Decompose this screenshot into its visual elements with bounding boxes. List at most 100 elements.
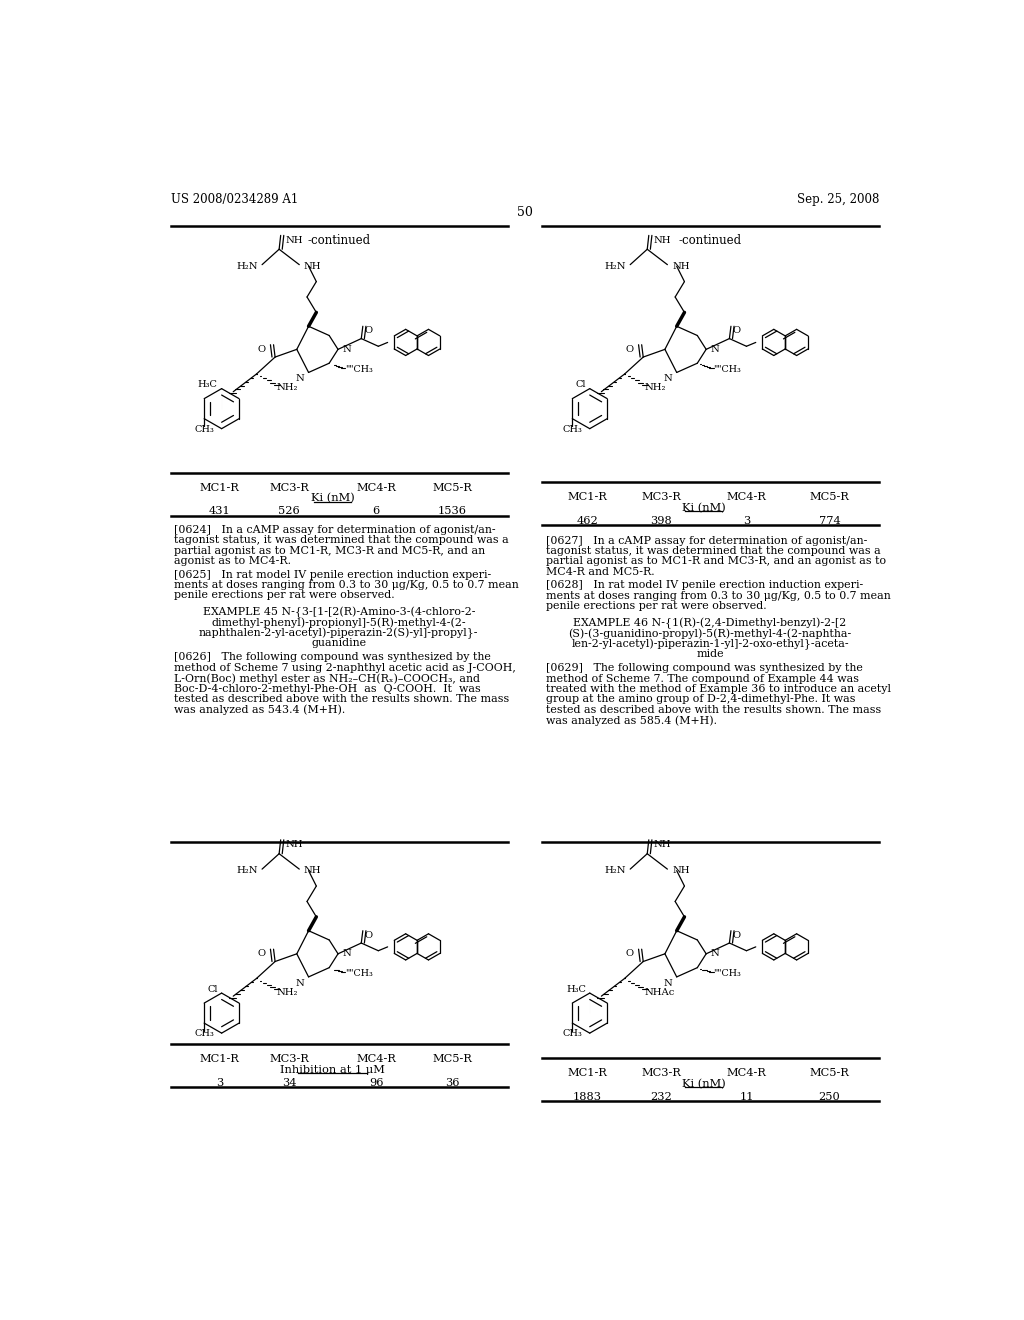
Text: O: O: [365, 326, 373, 335]
Text: [0628]   In rat model IV penile erection induction experi-: [0628] In rat model IV penile erection i…: [547, 581, 864, 590]
Text: tested as described above with the results shown. The mass: tested as described above with the resul…: [174, 694, 510, 704]
Text: NH₂: NH₂: [645, 383, 667, 392]
Text: H₂N: H₂N: [236, 866, 257, 875]
Text: ments at doses ranging from 0.3 to 30 μg/Kg, 0.5 to 0.7 mean: ments at doses ranging from 0.3 to 30 μg…: [174, 579, 519, 590]
Text: Inhibition at 1 μM: Inhibition at 1 μM: [281, 1065, 385, 1074]
Text: O: O: [626, 345, 634, 354]
Text: US 2008/0234289 A1: US 2008/0234289 A1: [171, 193, 298, 206]
Text: ""CH₃: ""CH₃: [713, 969, 740, 978]
Text: MC1-R: MC1-R: [200, 483, 240, 492]
Text: N: N: [664, 374, 672, 383]
Text: N: N: [295, 978, 304, 987]
Text: 6: 6: [373, 507, 380, 516]
Text: 3: 3: [742, 516, 750, 525]
Text: 3: 3: [216, 1077, 223, 1088]
Text: O: O: [365, 931, 373, 940]
Text: tagonist status, it was determined that the compound was a: tagonist status, it was determined that …: [174, 536, 509, 545]
Text: MC3-R: MC3-R: [641, 1068, 681, 1077]
Text: NH₂: NH₂: [276, 987, 298, 997]
Text: NH: NH: [672, 261, 689, 271]
Text: NH: NH: [286, 840, 303, 849]
Text: N: N: [711, 345, 720, 354]
Text: group at the amino group of D-2,4-dimethyl-Phe. It was: group at the amino group of D-2,4-dimeth…: [547, 694, 856, 705]
Text: method of Scheme 7 using 2-naphthyl acetic acid as J-COOH,: method of Scheme 7 using 2-naphthyl acet…: [174, 663, 516, 673]
Text: EXAMPLE 46 N-{1(R)-(2,4-Dimethyl-benzyl)-2-[2: EXAMPLE 46 N-{1(R)-(2,4-Dimethyl-benzyl)…: [573, 618, 847, 630]
Text: 250: 250: [818, 1092, 841, 1102]
Text: 50: 50: [517, 206, 532, 219]
Text: N: N: [711, 949, 720, 958]
Text: O: O: [732, 326, 740, 335]
Text: MC5-R: MC5-R: [432, 483, 472, 492]
Text: H₂N: H₂N: [236, 261, 257, 271]
Text: MC4-R: MC4-R: [356, 483, 396, 492]
Text: H₃C: H₃C: [566, 985, 586, 994]
Text: was analyzed as 585.4 (M+H).: was analyzed as 585.4 (M+H).: [547, 715, 718, 726]
Text: NH₂: NH₂: [276, 383, 298, 392]
Text: N: N: [664, 978, 672, 987]
Text: H₂N: H₂N: [604, 866, 626, 875]
Text: partial agonist as to MC1-R and MC3-R, and an agonist as to: partial agonist as to MC1-R and MC3-R, a…: [547, 557, 887, 566]
Text: was analyzed as 543.4 (M+H).: was analyzed as 543.4 (M+H).: [174, 705, 346, 715]
Text: 526: 526: [279, 507, 300, 516]
Text: 232: 232: [650, 1092, 672, 1102]
Text: MC3-R: MC3-R: [269, 1053, 309, 1064]
Text: 96: 96: [369, 1077, 383, 1088]
Text: NH: NH: [653, 840, 671, 849]
Text: O: O: [626, 949, 634, 958]
Text: CH₃: CH₃: [195, 1030, 214, 1039]
Text: CH₃: CH₃: [195, 425, 214, 434]
Text: N: N: [343, 345, 351, 354]
Text: CH₃: CH₃: [562, 425, 583, 434]
Text: MC1-R: MC1-R: [200, 1053, 240, 1064]
Text: (S)-(3-guanidino-propyl)-5(R)-methyl-4-(2-naphtha-: (S)-(3-guanidino-propyl)-5(R)-methyl-4-(…: [568, 628, 852, 639]
Text: O: O: [258, 949, 266, 958]
Text: MC1-R: MC1-R: [567, 1068, 607, 1077]
Text: Boc-D-4-chloro-2-methyl-Phe-OH  as  Q-COOH.  It  was: Boc-D-4-chloro-2-methyl-Phe-OH as Q-COOH…: [174, 684, 481, 693]
Text: CH₃: CH₃: [562, 1030, 583, 1039]
Text: Cl: Cl: [207, 985, 218, 994]
Text: len-2-yl-acetyl)-piperazin-1-yl]-2-oxo-ethyl}-aceta-: len-2-yl-acetyl)-piperazin-1-yl]-2-oxo-e…: [571, 639, 849, 649]
Text: method of Scheme 7. The compound of Example 44 was: method of Scheme 7. The compound of Exam…: [547, 673, 859, 684]
Text: NHAc: NHAc: [645, 987, 675, 997]
Text: 11: 11: [739, 1092, 754, 1102]
Text: L-Orn(Boc) methyl ester as NH₂–CH(Rₓ)–COOCH₃, and: L-Orn(Boc) methyl ester as NH₂–CH(Rₓ)–CO…: [174, 673, 480, 684]
Text: NH: NH: [304, 261, 322, 271]
Text: penile erections per rat were observed.: penile erections per rat were observed.: [174, 590, 395, 601]
Text: O: O: [732, 931, 740, 940]
Text: 1536: 1536: [437, 507, 467, 516]
Text: Ki (nM): Ki (nM): [682, 503, 726, 513]
Text: Ki (nM): Ki (nM): [310, 494, 354, 504]
Text: naphthalen-2-yl-acetyl)-piperazin-2(S)-yl]-propyl}-: naphthalen-2-yl-acetyl)-piperazin-2(S)-y…: [199, 628, 478, 639]
Text: H₃C: H₃C: [198, 380, 218, 389]
Text: MC4-R: MC4-R: [726, 1068, 766, 1077]
Text: NH: NH: [304, 866, 322, 875]
Text: N: N: [343, 949, 351, 958]
Text: ""CH₃: ""CH₃: [345, 969, 373, 978]
Text: guanidine: guanidine: [311, 638, 367, 648]
Text: 462: 462: [577, 516, 598, 525]
Text: [0629]   The following compound was synthesized by the: [0629] The following compound was synthe…: [547, 663, 863, 673]
Text: tested as described above with the results shown. The mass: tested as described above with the resul…: [547, 705, 882, 714]
Text: NH: NH: [653, 235, 671, 244]
Text: tagonist status, it was determined that the compound was a: tagonist status, it was determined that …: [547, 546, 882, 556]
Text: ments at doses ranging from 0.3 to 30 μg/Kg, 0.5 to 0.7 mean: ments at doses ranging from 0.3 to 30 μg…: [547, 591, 891, 601]
Text: ""CH₃: ""CH₃: [713, 364, 740, 374]
Text: [0624]   In a cAMP assay for determination of agonist/an-: [0624] In a cAMP assay for determination…: [174, 525, 496, 535]
Text: 36: 36: [444, 1077, 459, 1088]
Text: 34: 34: [282, 1077, 297, 1088]
Text: MC3-R: MC3-R: [269, 483, 309, 492]
Text: MC4-R and MC5-R.: MC4-R and MC5-R.: [547, 566, 655, 577]
Text: [0625]   In rat model IV penile erection induction experi-: [0625] In rat model IV penile erection i…: [174, 570, 492, 579]
Text: partial agonist as to MC1-R, MC3-R and MC5-R, and an: partial agonist as to MC1-R, MC3-R and M…: [174, 545, 485, 556]
Text: treated with the method of Example 36 to introduce an acetyl: treated with the method of Example 36 to…: [547, 684, 892, 694]
Text: 1883: 1883: [573, 1092, 602, 1102]
Text: -continued: -continued: [307, 234, 371, 247]
Text: H₂N: H₂N: [604, 261, 626, 271]
Text: MC5-R: MC5-R: [432, 1053, 472, 1064]
Text: O: O: [258, 345, 266, 354]
Text: ""CH₃: ""CH₃: [345, 364, 373, 374]
Text: EXAMPLE 45 N-{3-[1-[2(R)-Amino-3-(4-chloro-2-: EXAMPLE 45 N-{3-[1-[2(R)-Amino-3-(4-chlo…: [203, 607, 475, 618]
Text: Sep. 25, 2008: Sep. 25, 2008: [797, 193, 879, 206]
Text: [0626]   The following compound was synthesized by the: [0626] The following compound was synthe…: [174, 652, 492, 663]
Text: MC3-R: MC3-R: [641, 492, 681, 502]
